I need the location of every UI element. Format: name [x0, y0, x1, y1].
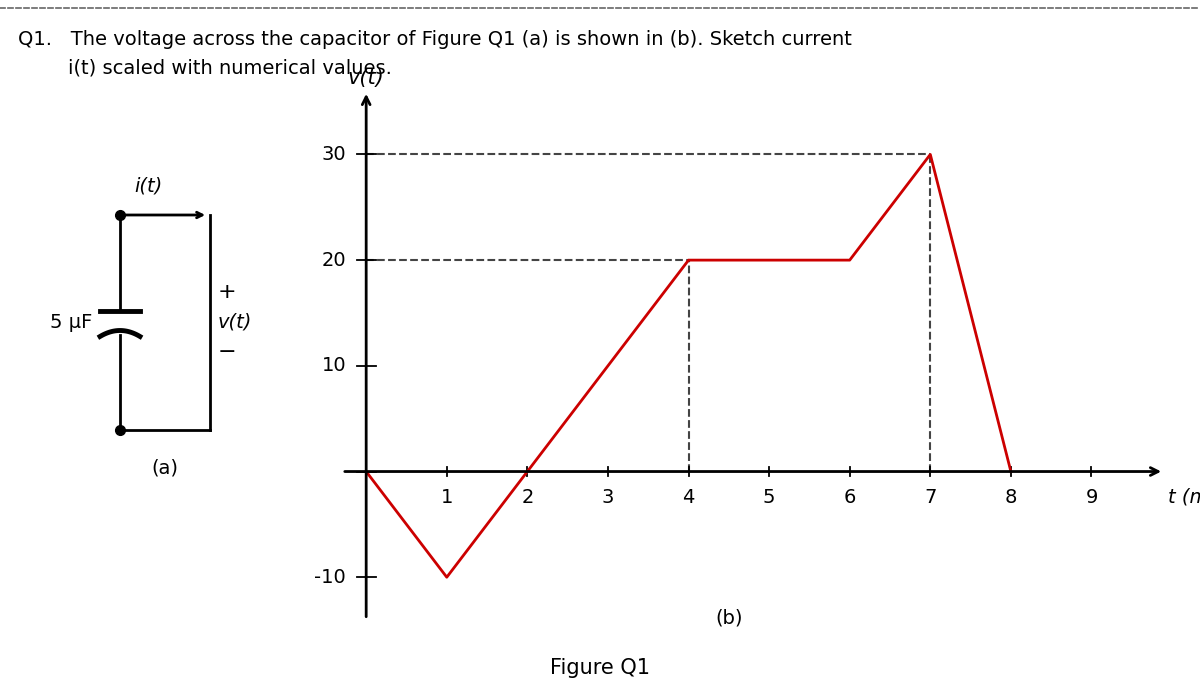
Text: 5 μF: 5 μF — [49, 313, 92, 332]
Text: i(t) scaled with numerical values.: i(t) scaled with numerical values. — [18, 58, 392, 77]
Text: (b): (b) — [715, 609, 743, 628]
Text: 20: 20 — [322, 251, 346, 270]
Text: 30: 30 — [322, 145, 346, 164]
Text: 5: 5 — [763, 489, 775, 508]
Text: (a): (a) — [151, 458, 179, 477]
Text: 3: 3 — [601, 489, 614, 508]
Text: 6: 6 — [844, 489, 856, 508]
Text: −: − — [218, 342, 236, 363]
Text: 9: 9 — [1085, 489, 1098, 508]
Text: 8: 8 — [1004, 489, 1018, 508]
Text: Q1.   The voltage across the capacitor of Figure Q1 (a) is shown in (b). Sketch : Q1. The voltage across the capacitor of … — [18, 30, 852, 49]
Text: 1: 1 — [440, 489, 452, 508]
Text: v(t): v(t) — [348, 68, 384, 88]
Text: i(t): i(t) — [134, 176, 162, 195]
Text: v(t): v(t) — [218, 313, 252, 332]
Text: +: + — [218, 283, 236, 302]
Text: 2: 2 — [521, 489, 534, 508]
Text: 4: 4 — [683, 489, 695, 508]
Text: -10: -10 — [314, 568, 346, 587]
Text: t (ms): t (ms) — [1168, 487, 1200, 506]
Text: 10: 10 — [322, 356, 346, 375]
Text: Figure Q1: Figure Q1 — [550, 658, 650, 678]
Text: 7: 7 — [924, 489, 936, 508]
